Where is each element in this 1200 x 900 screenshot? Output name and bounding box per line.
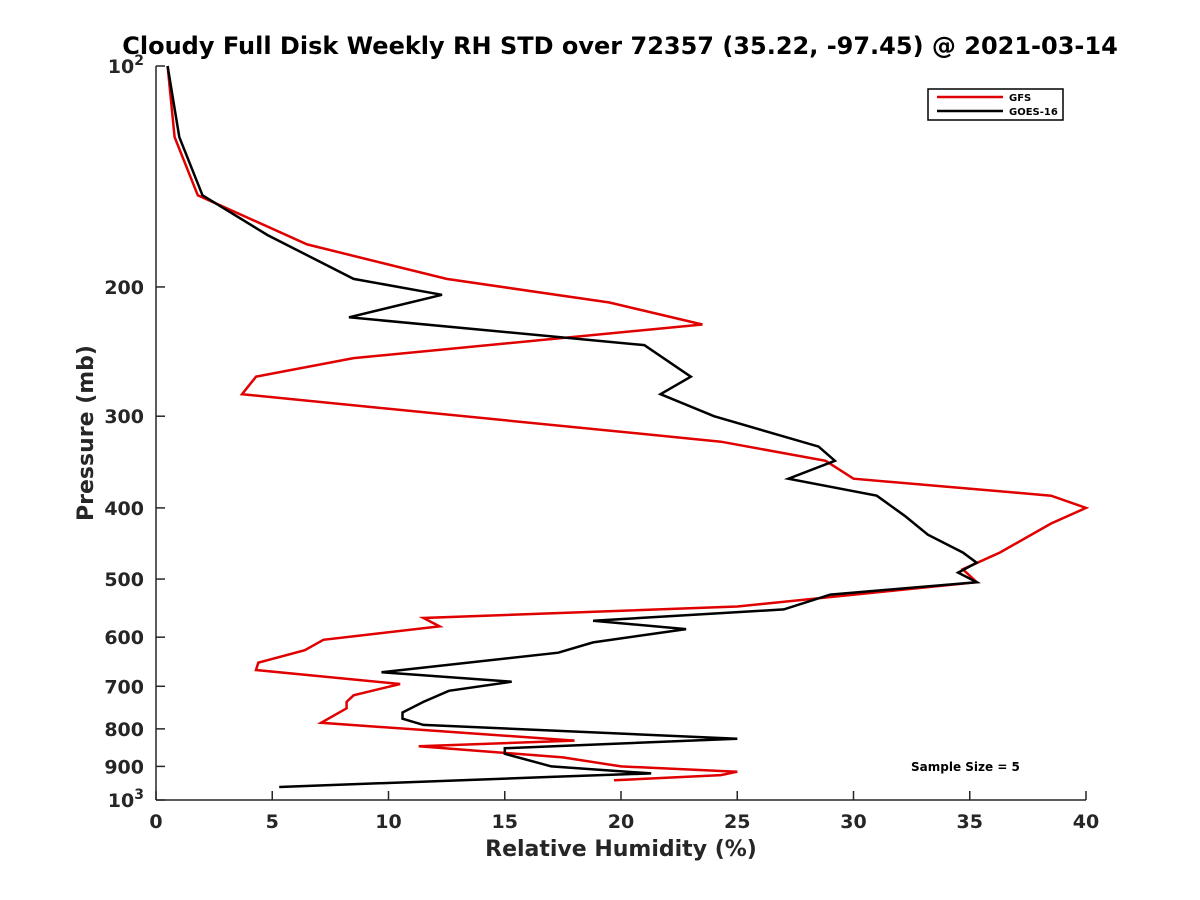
y-axis-label: Pressure (mb) — [74, 345, 99, 521]
x-tick-label: 20 — [608, 811, 634, 833]
series-layer — [166, 65, 1090, 789]
series-line-gfs — [166, 65, 1090, 782]
legend-label-goes16: GOES-16 — [1009, 107, 1058, 118]
y-tick-label: 200 — [104, 277, 144, 299]
sample-size-note: Sample Size = 5 — [911, 760, 1020, 774]
legend: GFS GOES-16 — [927, 88, 1064, 121]
axes-layer — [155, 65, 1087, 801]
legend-label-gfs: GFS — [1009, 93, 1031, 104]
y-tick-label: 800 — [104, 719, 144, 741]
y-tick-label: 900 — [104, 756, 144, 778]
y-tick-label: 300 — [104, 406, 144, 428]
y-tick-label: 700 — [104, 676, 144, 698]
x-tick-label: 35 — [957, 811, 983, 833]
x-tick-label: 30 — [840, 811, 866, 833]
x-tick-label: 0 — [149, 811, 162, 833]
series-line-goes16 — [166, 65, 982, 789]
x-tick-label: 15 — [492, 811, 518, 833]
chart-title: Cloudy Full Disk Weekly RH STD over 7235… — [122, 32, 1118, 60]
x-tick-label: 40 — [1073, 811, 1099, 833]
y-tick-label: 103 — [108, 787, 144, 812]
x-tick-label: 25 — [724, 811, 750, 833]
x-tick-label: 10 — [375, 811, 401, 833]
x-axis-label: Relative Humidity (%) — [485, 837, 757, 862]
tick-labels: 0 5 10 15 20 25 30 35 40 200 300 400 500 600 700 800 900… — [104, 53, 1099, 833]
legend-box — [927, 88, 1064, 121]
y-tick-label: 500 — [104, 569, 144, 591]
y-tick-label: 102 — [108, 53, 144, 78]
y-tick-label: 600 — [104, 627, 144, 649]
y-tick-label: 400 — [104, 498, 144, 520]
x-tick-label: 5 — [266, 811, 279, 833]
